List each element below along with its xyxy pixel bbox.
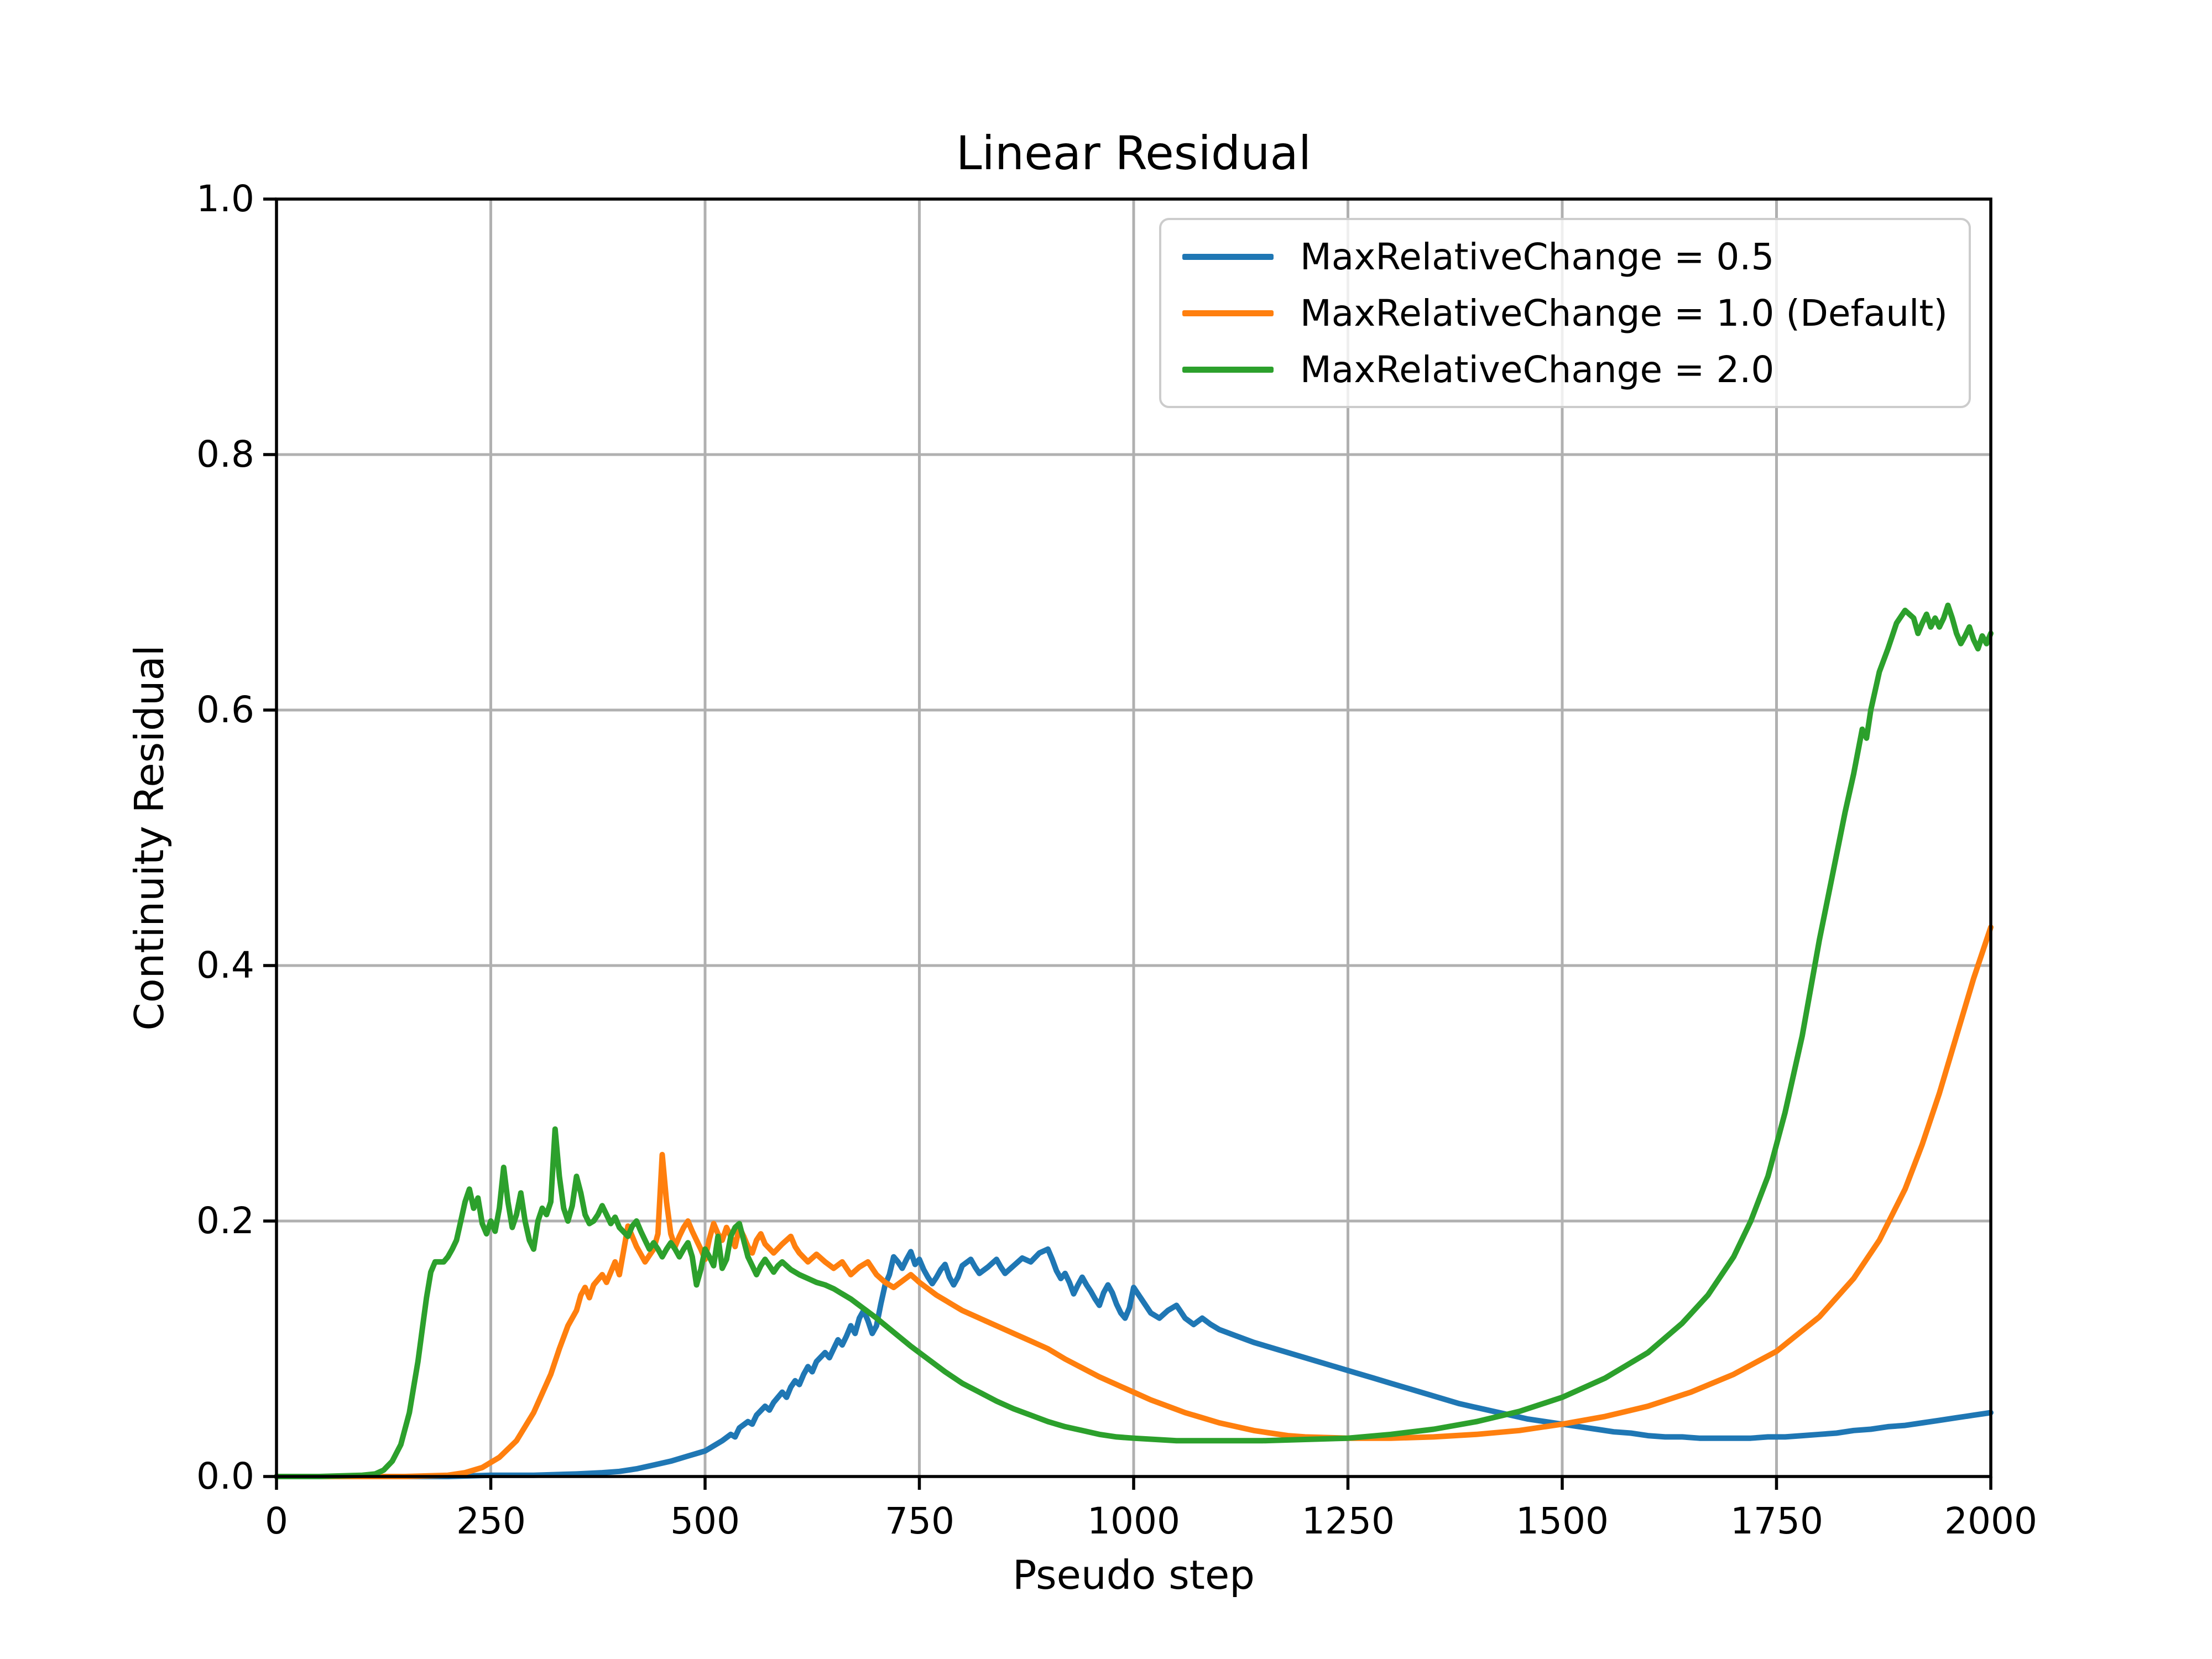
y-tick-label: 0.8 bbox=[196, 433, 254, 476]
y-tick-label: 0.2 bbox=[196, 1199, 254, 1242]
legend-line-sample-orange bbox=[1182, 310, 1274, 316]
legend-entry: MaxRelativeChange = 2.0 bbox=[1182, 345, 1948, 394]
x-axis-label: Pseudo step bbox=[1013, 1552, 1255, 1598]
x-tick-label: 0 bbox=[265, 1500, 288, 1542]
legend-entry: MaxRelativeChange = 1.0 (Default) bbox=[1182, 289, 1948, 337]
x-tick-label: 1250 bbox=[1302, 1500, 1395, 1542]
chart-title: Linear Residual bbox=[956, 126, 1312, 180]
y-tick-label: 0.4 bbox=[196, 944, 254, 987]
legend-line-sample-green bbox=[1182, 366, 1274, 373]
legend-label: MaxRelativeChange = 2.0 bbox=[1300, 348, 1775, 391]
x-tick-label: 1000 bbox=[1087, 1500, 1180, 1542]
x-tick-label: 1500 bbox=[1516, 1500, 1609, 1542]
legend-label: MaxRelativeChange = 0.5 bbox=[1300, 235, 1775, 278]
series-line bbox=[274, 1246, 1994, 1479]
x-tick-label: 500 bbox=[670, 1500, 740, 1542]
series-line bbox=[274, 602, 1994, 1479]
y-axis-label: Continuity Residual bbox=[126, 645, 173, 1031]
y-tick-label: 1.0 bbox=[196, 178, 254, 220]
legend-label: MaxRelativeChange = 1.0 (Default) bbox=[1300, 291, 1948, 335]
y-tick-label: 0.0 bbox=[196, 1455, 254, 1498]
legend-entry: MaxRelativeChange = 0.5 bbox=[1182, 232, 1948, 281]
x-tick-label: 250 bbox=[456, 1500, 526, 1542]
legend: MaxRelativeChange = 0.5 MaxRelativeChang… bbox=[1159, 218, 1971, 408]
y-tick-label: 0.6 bbox=[196, 688, 254, 731]
x-tick-label: 2000 bbox=[1944, 1500, 2037, 1542]
x-tick-label: 1750 bbox=[1730, 1500, 1823, 1542]
x-tick-label: 750 bbox=[885, 1500, 954, 1542]
legend-line-sample-blue bbox=[1182, 253, 1274, 260]
